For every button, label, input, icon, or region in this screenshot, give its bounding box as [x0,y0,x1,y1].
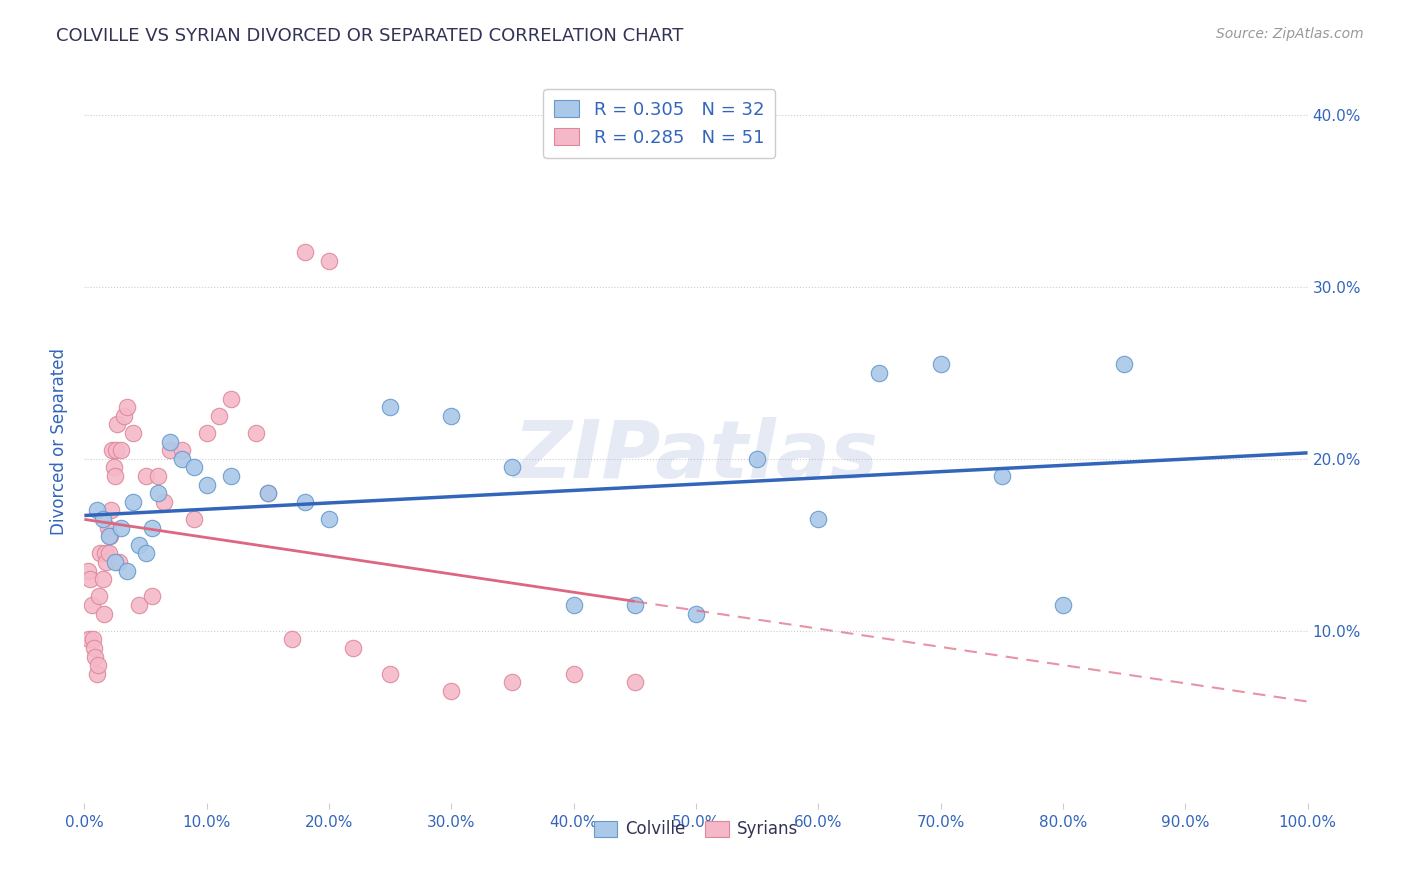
Point [122,425,145,440]
Point [342,640,364,655]
Point [318,253,340,268]
Point [115,400,138,414]
Point [183,460,205,475]
Point [929,357,952,371]
Point [91,512,114,526]
Point [172,443,194,458]
Point [93,607,115,621]
Point [115,564,138,578]
Point [141,520,163,534]
Point [97,546,120,560]
Point [440,684,463,698]
Point [146,469,169,483]
Point [86,666,108,681]
Point [77,632,100,647]
Point [208,409,231,423]
Point [1114,357,1136,371]
Point [747,451,769,466]
Point [219,469,242,483]
Point [183,512,205,526]
Point [294,245,316,260]
Point [195,425,218,440]
Point [94,546,117,560]
Point [83,640,105,655]
Point [101,443,124,458]
Point [91,572,114,586]
Point [257,486,280,500]
Point [245,425,267,440]
Point [110,520,132,534]
Point [97,529,120,543]
Point [107,555,129,569]
Point [128,538,150,552]
Point [219,392,242,406]
Point [89,546,111,560]
Point [318,512,340,526]
Point [624,675,647,690]
Point [159,434,181,449]
Point [98,529,121,543]
Point [562,598,585,612]
Point [135,469,157,483]
Point [440,409,463,423]
Point [502,460,524,475]
Point [103,460,125,475]
Point [104,469,127,483]
Point [380,666,402,681]
Point [380,400,402,414]
Point [685,607,707,621]
Point [153,494,176,508]
Text: Source: ZipAtlas.com: Source: ZipAtlas.com [1216,27,1364,41]
Point [122,494,145,508]
Point [84,649,107,664]
Point [141,590,163,604]
Point [77,564,100,578]
Point [105,417,128,432]
Point [172,451,194,466]
Point [87,590,110,604]
Point [257,486,280,500]
Legend: Colville, Syrians: Colville, Syrians [586,814,806,845]
Point [97,520,120,534]
Point [562,666,585,681]
Point [146,486,169,500]
Point [112,409,135,423]
Point [159,443,181,458]
Point [195,477,218,491]
Point [624,598,647,612]
Point [281,632,304,647]
Point [105,443,128,458]
Y-axis label: Divorced or Separated: Divorced or Separated [51,348,69,535]
Point [104,555,127,569]
Point [86,503,108,517]
Point [502,675,524,690]
Point [82,632,104,647]
Point [79,572,101,586]
Text: COLVILLE VS SYRIAN DIVORCED OR SEPARATED CORRELATION CHART: COLVILLE VS SYRIAN DIVORCED OR SEPARATED… [56,27,683,45]
Point [128,598,150,612]
Point [96,555,118,569]
Point [807,512,830,526]
Point [110,443,132,458]
Point [991,469,1014,483]
Point [869,366,891,380]
Point [135,546,157,560]
Point [80,598,103,612]
Text: ZIPatlas: ZIPatlas [513,417,879,495]
Point [294,494,316,508]
Point [1052,598,1074,612]
Point [87,658,110,673]
Point [100,503,122,517]
